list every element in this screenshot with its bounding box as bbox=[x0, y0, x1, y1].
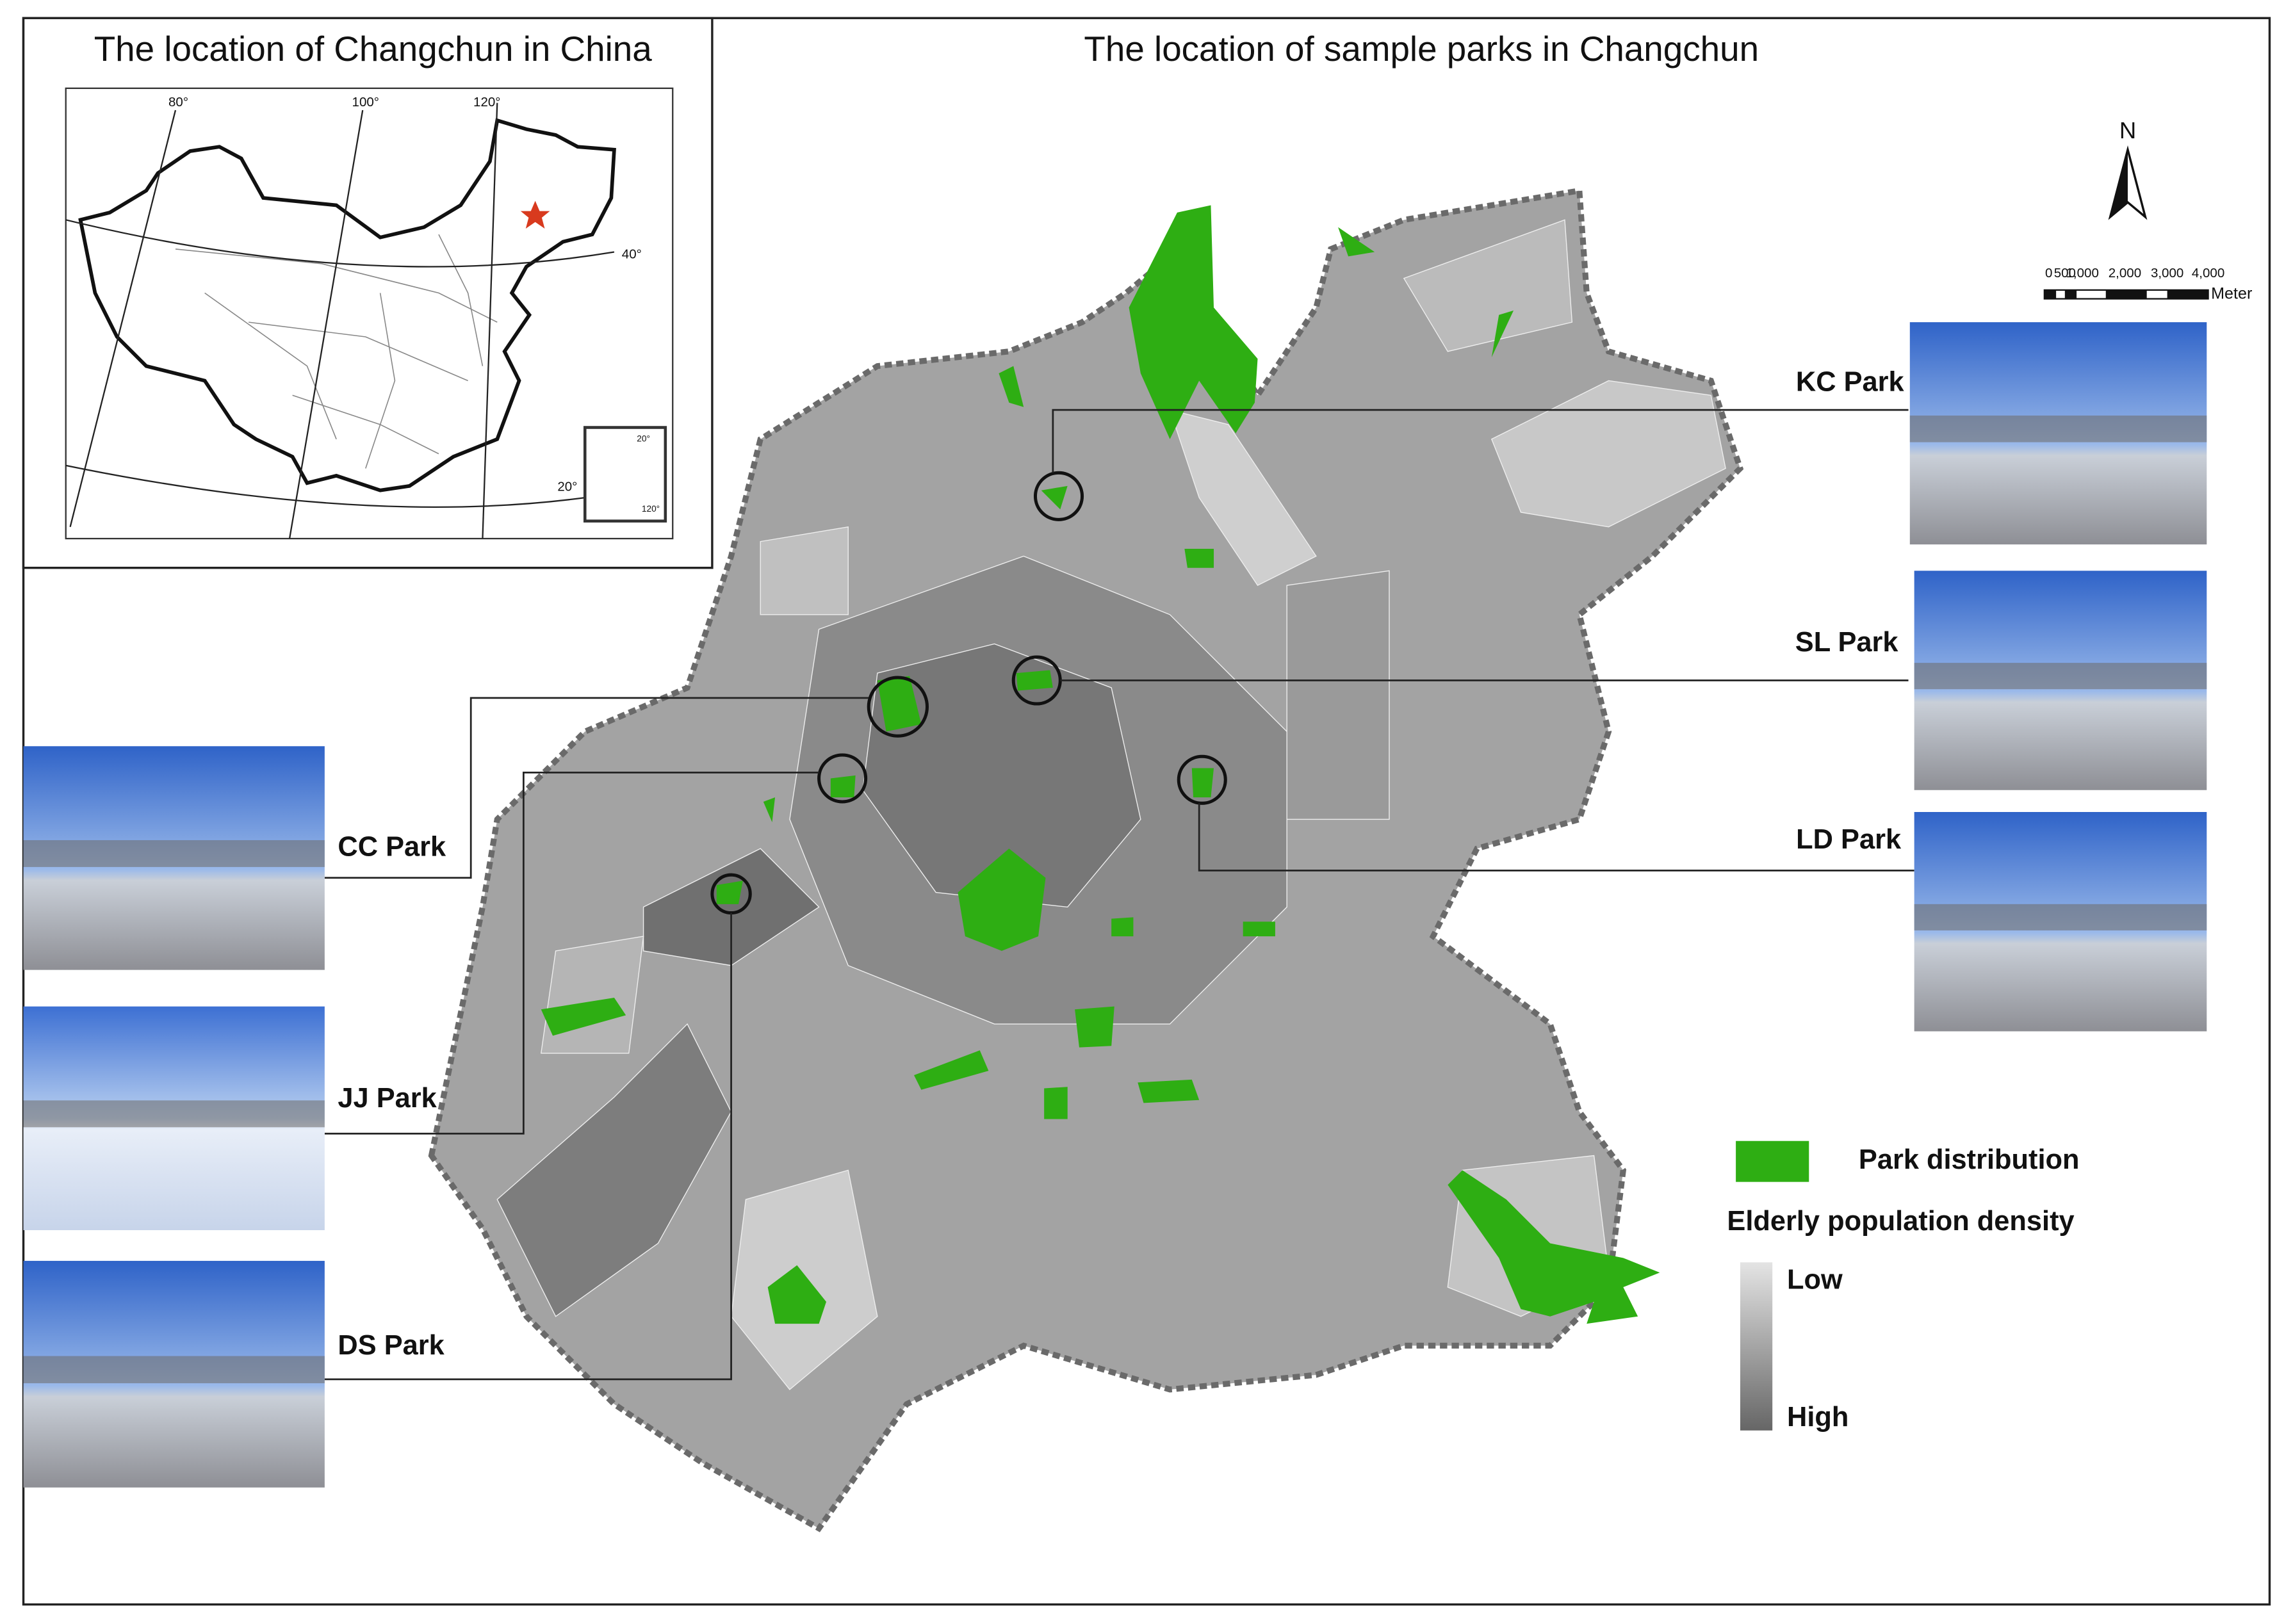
photo-trees bbox=[1909, 415, 2207, 443]
scale-bar-segment bbox=[2105, 289, 2147, 299]
legend-density-ramp bbox=[1740, 1262, 1773, 1431]
china-outline bbox=[78, 118, 616, 492]
changchun-star bbox=[520, 200, 550, 229]
photo-trees bbox=[23, 840, 325, 867]
graticule-label: 40° bbox=[622, 247, 642, 262]
park-marker bbox=[817, 753, 868, 804]
park-area bbox=[1184, 549, 1214, 568]
park-area bbox=[999, 366, 1024, 407]
province-boundary bbox=[175, 248, 498, 323]
south-sea-label: 20° bbox=[637, 434, 650, 443]
graticule-label: 100° bbox=[352, 95, 379, 110]
photo-trees bbox=[23, 1356, 325, 1384]
scale-bar-segment bbox=[2044, 289, 2057, 299]
scale-bar-segment bbox=[2064, 289, 2077, 299]
province-boundary bbox=[365, 293, 396, 469]
park-marker bbox=[1033, 471, 1084, 521]
park-label: JJ Park bbox=[338, 1083, 437, 1114]
park-label: SL Park bbox=[1795, 627, 1899, 658]
park-area bbox=[1129, 205, 1258, 439]
graticule-label: 20° bbox=[557, 480, 577, 494]
inset-title: The location of Changchun in China bbox=[94, 29, 653, 69]
leader-line bbox=[324, 913, 732, 1381]
park-label: DS Park bbox=[338, 1330, 445, 1361]
density-zone bbox=[1490, 380, 1726, 528]
density-zone bbox=[760, 526, 849, 615]
parallel-40 bbox=[65, 219, 615, 268]
park-area bbox=[1448, 1170, 1660, 1324]
park-label: KC Park bbox=[1796, 366, 1905, 397]
leader-line bbox=[324, 697, 869, 879]
scale-unit: Meter bbox=[2211, 284, 2252, 302]
photo-trees bbox=[23, 1100, 325, 1128]
park-area bbox=[1041, 485, 1068, 510]
park-area bbox=[1338, 227, 1375, 257]
park-area bbox=[716, 881, 743, 904]
park-area bbox=[1243, 922, 1275, 937]
photo-trees bbox=[1914, 904, 2207, 930]
density-zone bbox=[1403, 219, 1573, 352]
park-label: CC Park bbox=[338, 832, 446, 863]
park-area bbox=[1016, 670, 1053, 691]
meridian bbox=[482, 102, 498, 539]
park-marker bbox=[867, 676, 929, 738]
scale-label: 500 bbox=[2054, 266, 2076, 280]
leader-line bbox=[324, 771, 819, 1135]
meridian bbox=[69, 110, 177, 528]
south-sea-label: 120° bbox=[642, 504, 660, 514]
province-boundary bbox=[249, 321, 468, 382]
park-marker bbox=[1177, 754, 1227, 805]
park-area bbox=[1138, 1079, 1200, 1103]
density-zone bbox=[642, 848, 820, 966]
leader-line bbox=[1198, 803, 1914, 872]
meridian bbox=[288, 110, 364, 539]
north-label: N bbox=[2119, 117, 2136, 143]
map-layer: 80° 100° 120° 40° 20° 20° 120° KC Park SL Park LD… bbox=[23, 87, 2252, 1532]
scale-label: 3,000 bbox=[2151, 266, 2183, 280]
legend-park-swatch bbox=[1736, 1141, 1809, 1182]
park-area bbox=[763, 797, 776, 822]
park-area bbox=[958, 849, 1046, 951]
park-area bbox=[1044, 1087, 1068, 1119]
legend-low: Low bbox=[1787, 1264, 1843, 1295]
density-zone bbox=[862, 643, 1141, 908]
province-boundary bbox=[438, 234, 484, 366]
legend-park-label: Park distribution bbox=[1859, 1144, 2080, 1175]
south-sea-box bbox=[583, 426, 667, 523]
scale-label: 2,000 bbox=[2109, 266, 2141, 280]
density-zone bbox=[1286, 570, 1390, 820]
province-boundary bbox=[204, 292, 337, 440]
graticule-label: 120° bbox=[473, 95, 500, 110]
scale-label: 4,000 bbox=[2192, 266, 2224, 280]
park-area bbox=[1075, 1006, 1114, 1048]
park-area bbox=[767, 1265, 826, 1324]
density-zone bbox=[540, 936, 644, 1054]
park-area bbox=[877, 676, 922, 732]
map-title: The location of sample parks in Changchu… bbox=[1084, 29, 1759, 69]
scale-label: 1,000 bbox=[2066, 266, 2099, 280]
park-area bbox=[913, 1050, 989, 1090]
photo-trees bbox=[1914, 663, 2207, 690]
scale-bar-segment bbox=[2167, 289, 2208, 299]
park-area bbox=[1191, 768, 1214, 798]
legend-density-title: Elderly population density bbox=[1727, 1206, 2074, 1237]
parallel-20 bbox=[65, 464, 585, 508]
park-area bbox=[1111, 917, 1134, 937]
graticule-label: 80° bbox=[168, 95, 188, 110]
density-zone bbox=[1169, 409, 1317, 586]
park-label: LD Park bbox=[1796, 824, 1902, 855]
park-area bbox=[830, 775, 856, 798]
scale-label: 0 bbox=[2045, 266, 2052, 280]
legend-high: High bbox=[1787, 1402, 1848, 1433]
park-area bbox=[541, 997, 626, 1036]
leader-line bbox=[1052, 409, 1909, 473]
